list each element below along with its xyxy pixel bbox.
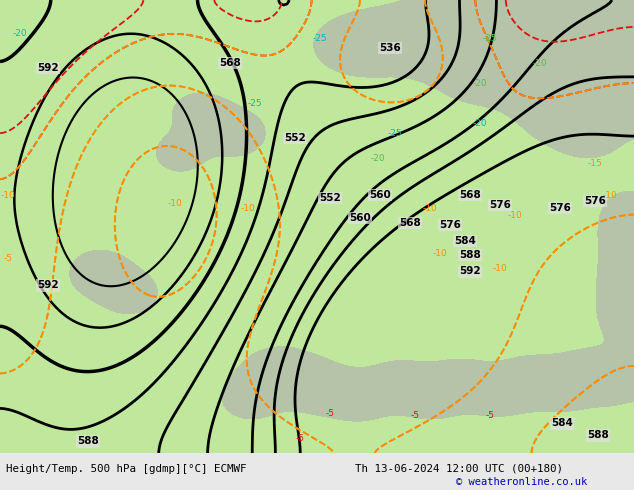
Text: -25: -25 <box>313 33 327 43</box>
Point <box>0 449 5 457</box>
Text: -20: -20 <box>371 153 385 163</box>
Text: 584: 584 <box>551 418 573 428</box>
Text: -20: -20 <box>473 119 488 127</box>
Text: -5: -5 <box>325 409 335 418</box>
Text: -25: -25 <box>248 98 262 108</box>
Point <box>0 449 5 457</box>
Text: 560: 560 <box>369 190 391 200</box>
Text: 588: 588 <box>587 430 609 440</box>
Text: 588: 588 <box>459 250 481 260</box>
Point <box>0 449 5 457</box>
Text: 568: 568 <box>219 58 241 68</box>
Text: -5: -5 <box>486 411 495 420</box>
Text: 552: 552 <box>284 133 306 143</box>
Text: -10: -10 <box>432 248 448 258</box>
Text: -20: -20 <box>533 58 547 68</box>
Text: -5: -5 <box>295 434 304 443</box>
Text: -10: -10 <box>493 264 507 272</box>
Text: -5: -5 <box>4 254 13 263</box>
Text: Height/Temp. 500 hPa [gdmp][°C] ECMWF: Height/Temp. 500 hPa [gdmp][°C] ECMWF <box>6 464 247 474</box>
Text: -15: -15 <box>588 159 602 168</box>
Point <box>0 449 5 457</box>
Text: 576: 576 <box>549 203 571 213</box>
Text: 560: 560 <box>349 213 371 223</box>
Text: -25: -25 <box>482 33 497 43</box>
Text: 592: 592 <box>459 266 481 276</box>
Text: 576: 576 <box>584 196 606 206</box>
Text: 576: 576 <box>489 200 511 210</box>
Point <box>0 449 5 457</box>
Text: 584: 584 <box>454 236 476 246</box>
Point <box>0 449 5 457</box>
Text: -10: -10 <box>423 204 437 213</box>
Text: -10: -10 <box>508 211 522 220</box>
Point <box>0 449 5 457</box>
Text: 568: 568 <box>459 190 481 200</box>
Text: 588: 588 <box>77 436 99 446</box>
Text: © weatheronline.co.uk: © weatheronline.co.uk <box>456 477 588 487</box>
Text: 592: 592 <box>37 63 59 73</box>
Text: 576: 576 <box>439 220 461 230</box>
Text: Th 13-06-2024 12:00 UTC (00+180): Th 13-06-2024 12:00 UTC (00+180) <box>355 464 563 474</box>
Text: -25: -25 <box>387 128 403 138</box>
Text: 536: 536 <box>379 43 401 53</box>
Text: -10: -10 <box>603 191 618 199</box>
Text: -10: -10 <box>167 198 183 208</box>
Text: -5: -5 <box>410 411 420 420</box>
Text: -10: -10 <box>1 191 15 199</box>
Text: -20: -20 <box>473 78 488 88</box>
Text: 552: 552 <box>319 193 341 203</box>
Point <box>0 449 5 457</box>
Text: -20: -20 <box>13 28 27 38</box>
Text: 568: 568 <box>399 218 421 228</box>
Point <box>0 449 5 457</box>
Text: -10: -10 <box>241 204 256 213</box>
Text: 592: 592 <box>37 280 59 290</box>
